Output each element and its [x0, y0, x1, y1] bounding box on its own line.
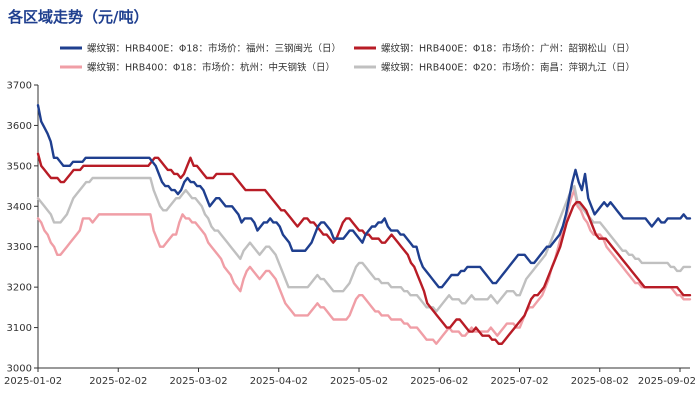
- series-line-0: [36, 104, 692, 289]
- y-tick-label: 3500: [7, 161, 32, 172]
- legend: 螺纹钢：HRB400E：Φ18：市场价：福州：三钢闽光（日） 螺纹钢：HRB400…: [60, 43, 635, 74]
- y-tick-label: 3000: [7, 364, 32, 375]
- y-tick-label: 3100: [7, 323, 32, 334]
- series-line-2: [36, 188, 692, 345]
- plot-area: 3000 3100 3200 3300 3400 3500 3600 3700 2025-01…: [4, 81, 696, 388]
- x-tick-label: 2025-09-02: [638, 376, 696, 387]
- y-tick-label: 3700: [7, 81, 32, 92]
- y-tick-label: 3600: [7, 121, 32, 132]
- y-tick-label: 3400: [7, 202, 32, 213]
- x-axis: 2025-01-02 2025-02-02 2025-03-02 2025-04-02…: [4, 368, 696, 387]
- x-tick-label: 2025-03-02: [169, 376, 227, 387]
- series-line-1: [36, 152, 692, 345]
- x-tick-label: 2025-06-02: [410, 376, 468, 387]
- legend-label-3: 螺纹钢：HRB400E：Φ20：市场价：南昌：萍钢九江（日）: [381, 62, 635, 74]
- x-tick-label: 2025-01-02: [4, 376, 62, 387]
- legend-label-0: 螺纹钢：HRB400E：Φ18：市场价：福州：三钢闽光（日）: [87, 43, 341, 55]
- x-tick-label: 2025-07-02: [490, 376, 548, 387]
- x-tick-label: 2025-08-02: [571, 376, 629, 387]
- x-tick-label: 2025-02-02: [89, 376, 147, 387]
- series-line-3: [36, 176, 692, 313]
- legend-label-1: 螺纹钢：HRB400E：Φ18：市场价：广州：韶钢松山（日）: [381, 43, 635, 55]
- x-tick-label: 2025-04-02: [250, 376, 308, 387]
- chart-title: 各区域走势（元/吨）: [7, 8, 148, 26]
- y-axis: 3000 3100 3200 3300 3400 3500 3600 3700: [7, 81, 38, 375]
- y-tick-label: 3300: [7, 242, 32, 253]
- legend-label-2: 螺纹钢：HRB400：Φ18：市场价：杭州：中天钢铁（日）: [87, 62, 335, 74]
- x-tick-label: 2025-05-02: [330, 376, 388, 387]
- y-tick-label: 3200: [7, 283, 32, 294]
- series-group: [36, 104, 692, 345]
